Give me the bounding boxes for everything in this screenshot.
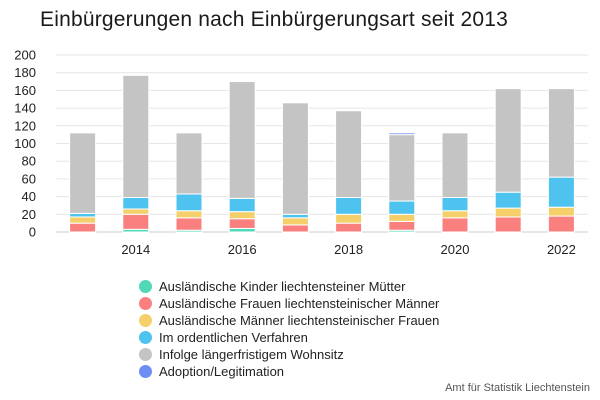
bar-segment[interactable]	[69, 212, 97, 218]
y-tick-label: 140	[14, 101, 36, 116]
bar-segment[interactable]	[228, 81, 256, 199]
bar-segment[interactable]	[175, 210, 203, 219]
chart-bars	[69, 74, 575, 233]
bar-segment[interactable]	[547, 206, 575, 217]
legend-swatch	[139, 314, 152, 327]
bar-segment[interactable]	[122, 196, 150, 210]
bar-stack-2020[interactable]	[441, 132, 469, 233]
bar-segment[interactable]	[388, 134, 416, 202]
legend-item[interactable]: Ausländische Männer liechtensteinischer …	[139, 312, 439, 329]
bar-segment[interactable]	[335, 222, 363, 233]
bar-segment[interactable]	[388, 213, 416, 222]
x-tick-label: 2018	[334, 242, 363, 257]
bar-segment[interactable]	[388, 200, 416, 215]
bar-stack-2014[interactable]	[122, 74, 150, 233]
y-tick-label: 20	[22, 207, 36, 222]
x-tick-label: 2022	[547, 242, 576, 257]
bar-segment[interactable]	[122, 213, 150, 230]
legend-swatch	[139, 280, 152, 293]
bar-segment[interactable]	[281, 224, 309, 233]
legend-label: Ausländische Frauen liechtensteinischer …	[159, 296, 440, 311]
bar-segment[interactable]	[228, 211, 256, 220]
bar-segment[interactable]	[281, 102, 309, 215]
bar-segment[interactable]	[228, 218, 256, 229]
bar-stack-2013[interactable]	[69, 132, 97, 233]
legend-item[interactable]: Im ordentlichen Verfahren	[139, 329, 439, 346]
bar-segment[interactable]	[388, 220, 416, 231]
bar-segment[interactable]	[228, 197, 256, 213]
legend-item[interactable]: Infolge längerfristigem Wohnsitz	[139, 346, 439, 363]
bar-segment[interactable]	[228, 227, 256, 233]
bar-stack-2015[interactable]	[175, 132, 203, 233]
stacked-bar-chart: 0 20 40 60 80 100 120 140 160 180 200 2014 2016 2018…	[14, 48, 588, 257]
bar-segment[interactable]	[494, 88, 522, 193]
legend-label: Infolge längerfristigem Wohnsitz	[159, 347, 344, 362]
bar-segment[interactable]	[547, 88, 575, 178]
bar-segment[interactable]	[175, 193, 203, 212]
bar-stack-2016[interactable]	[228, 81, 256, 233]
bar-stack-2019[interactable]	[388, 132, 416, 233]
bar-segment[interactable]	[335, 213, 363, 224]
bar-stack-2018[interactable]	[335, 110, 363, 233]
bar-segment[interactable]	[69, 222, 97, 233]
y-tick-label: 40	[22, 189, 36, 204]
bar-segment[interactable]	[281, 217, 309, 226]
bar-segment[interactable]	[122, 208, 150, 215]
bar-segment[interactable]	[547, 176, 575, 208]
legend-label: Adoption/Legitimation	[159, 364, 285, 379]
bar-segment[interactable]	[388, 132, 416, 136]
bar-stack-2021[interactable]	[494, 88, 522, 233]
x-axis: 2014 2016 2018 2020 2022	[121, 242, 576, 257]
y-tick-label: 180	[14, 65, 36, 80]
legend-swatch	[139, 348, 152, 361]
y-tick-label: 80	[22, 154, 36, 169]
bar-segment[interactable]	[175, 132, 203, 195]
legend-label: Im ordentlichen Verfahren	[159, 330, 308, 345]
y-tick-label: 160	[14, 83, 36, 98]
bar-segment[interactable]	[441, 132, 469, 198]
bar-segment[interactable]	[69, 132, 97, 214]
bar-segment[interactable]	[441, 196, 469, 212]
bar-segment[interactable]	[69, 216, 97, 224]
x-tick-label: 2014	[121, 242, 150, 257]
y-tick-label: 0	[29, 225, 36, 240]
bar-segment[interactable]	[175, 217, 203, 231]
bar-segment[interactable]	[441, 217, 469, 233]
legend-swatch	[139, 365, 152, 378]
legend-item[interactable]: Ausländische Kinder liechtensteiner Mütt…	[139, 278, 439, 295]
bar-segment[interactable]	[494, 207, 522, 218]
y-tick-label: 200	[14, 48, 36, 63]
legend-swatch	[139, 331, 152, 344]
bar-segment[interactable]	[494, 191, 522, 209]
legend-item[interactable]: Adoption/Legitimation	[139, 363, 439, 380]
credits-label: Amt für Statistik Liechtenstein	[445, 382, 590, 394]
x-tick-label: 2016	[228, 242, 257, 257]
chart-title: Einbürgerungen nach Einbürgerungsart sei…	[40, 8, 509, 31]
bar-segment[interactable]	[122, 74, 150, 198]
chart-legend: Ausländische Kinder liechtensteiner Mütt…	[139, 278, 439, 380]
bar-segment[interactable]	[281, 213, 309, 219]
bar-segment[interactable]	[441, 210, 469, 219]
bar-segment[interactable]	[547, 215, 575, 233]
y-tick-label: 100	[14, 136, 36, 151]
bar-segment[interactable]	[335, 196, 363, 215]
y-axis: 0 20 40 60 80 100 120 140 160 180 200	[14, 48, 36, 240]
bar-segment[interactable]	[335, 110, 363, 198]
x-tick-label: 2020	[441, 242, 470, 257]
legend-item[interactable]: Ausländische Frauen liechtensteinischer …	[139, 295, 439, 312]
bar-segment[interactable]	[494, 216, 522, 233]
y-tick-label: 60	[22, 171, 36, 186]
bar-stack-2022[interactable]	[547, 88, 575, 233]
bar-stack-2017[interactable]	[281, 102, 309, 233]
legend-label: Ausländische Männer liechtensteinischer …	[159, 313, 440, 328]
legend-label: Ausländische Kinder liechtensteiner Mütt…	[159, 279, 406, 294]
legend-swatch	[139, 297, 152, 310]
y-tick-label: 120	[14, 118, 36, 133]
